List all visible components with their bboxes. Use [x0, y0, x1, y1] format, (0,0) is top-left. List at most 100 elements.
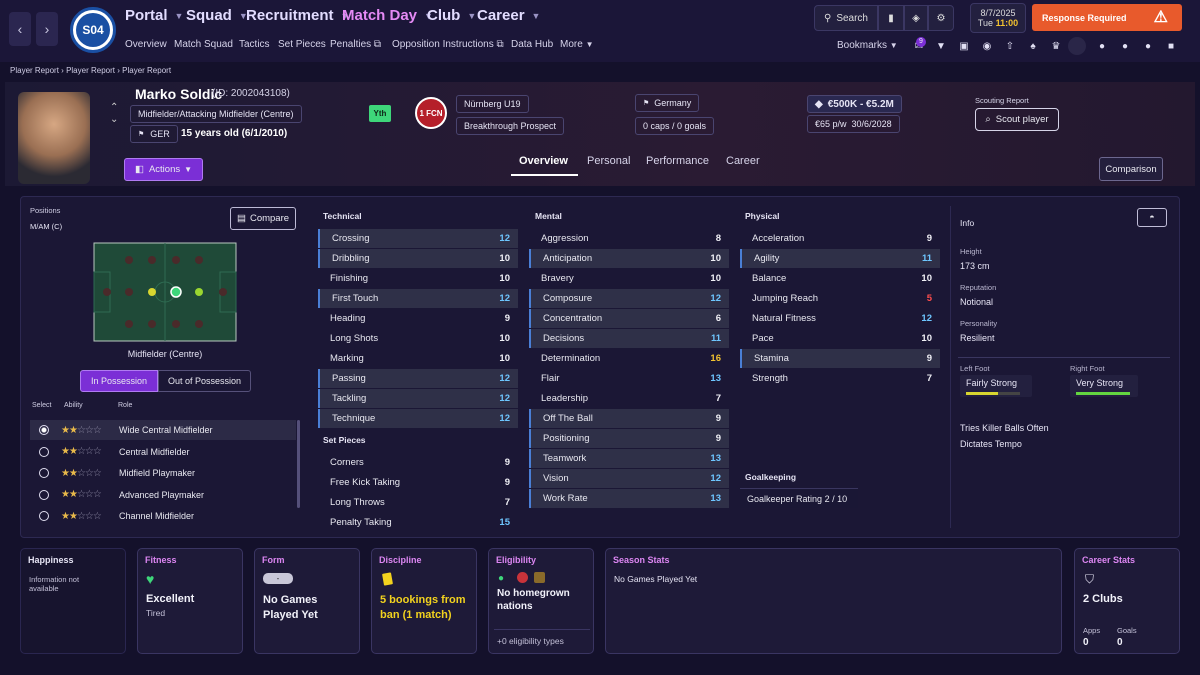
bookmark-club3-icon[interactable]: ● [1144, 41, 1152, 52]
attribute-row[interactable]: Natural Fitness 12 [740, 309, 940, 328]
bookmark-phone-icon[interactable]: ▣ [959, 41, 969, 52]
back-button[interactable]: ‹ [9, 12, 31, 46]
attribute-row[interactable]: Work Rate 13 [529, 489, 729, 508]
breadcrumb-item[interactable]: Player Report [66, 66, 115, 75]
attribute-row[interactable]: Balance 10 [740, 269, 940, 288]
actions-button[interactable]: ◧ Actions ▼ [124, 158, 203, 181]
player-nationality[interactable]: ⚑ Germany [635, 94, 700, 112]
attribute-row[interactable]: Crossing 12 [318, 229, 518, 248]
bookmark-button[interactable]: ▮ [878, 5, 904, 31]
search-button[interactable]: ⚲ Search [814, 5, 878, 31]
attribute-row[interactable]: Bravery 10 [529, 269, 729, 288]
nav-recruitment[interactable]: Recruitment ▼ [246, 7, 349, 24]
role-row[interactable]: ★★☆☆☆ Channel Midfielder [30, 506, 296, 526]
subnav-match-squad[interactable]: Match Squad [174, 39, 233, 50]
role-row[interactable]: ★★☆☆☆ Wide Central Midfielder [30, 420, 296, 440]
attribute-row[interactable]: Flair 13 [529, 369, 729, 388]
attribute-row[interactable]: First Touch 12 [318, 289, 518, 308]
bookmark-shirt-icon[interactable]: ▼ [936, 41, 946, 52]
discipline-card[interactable]: Discipline 5 bookings from ban (1 match) [371, 548, 477, 654]
attribute-row[interactable]: Tackling 12 [318, 389, 518, 408]
nav-squad[interactable]: Squad ▼ [186, 7, 248, 24]
attribute-row[interactable]: Corners 9 [318, 453, 518, 472]
attribute-row[interactable]: Strength 7 [740, 369, 940, 388]
happiness-card[interactable]: Happiness Information not available [20, 548, 126, 654]
radio-unselected[interactable] [39, 446, 49, 457]
radio-unselected[interactable] [39, 468, 49, 478]
form-card[interactable]: Form - No Games Played Yet [254, 548, 360, 654]
prev-player-icon[interactable]: ⌃ [110, 102, 119, 113]
attribute-row[interactable]: Penalty Taking 15 [318, 513, 518, 532]
tab-overview[interactable]: Overview [519, 155, 568, 167]
role-row[interactable]: ★★☆☆☆ Midfield Playmaker [30, 463, 296, 483]
bookmark-avatar-icon[interactable] [1068, 37, 1086, 55]
subnav-opposition-instructions[interactable]: Opposition Instructions ⧉ [392, 39, 504, 50]
attribute-row[interactable]: Jumping Reach 5 [740, 289, 940, 308]
info-person-button[interactable]: ◓ [1137, 208, 1167, 227]
tab-personal[interactable]: Personal [587, 155, 631, 167]
tab-performance[interactable]: Performance [646, 155, 709, 167]
attribute-row[interactable]: Determination 16 [529, 349, 729, 368]
bookmark-shield-icon[interactable]: ■ [1167, 41, 1175, 52]
bookmark-club-icon[interactable]: ● [1098, 41, 1106, 52]
radio-unselected[interactable] [39, 489, 49, 500]
season-stats-card[interactable]: Season Stats No Games Played Yet [605, 548, 1062, 654]
club-badge[interactable]: 1 FCN [415, 97, 447, 129]
attribute-row[interactable]: Leadership 7 [529, 389, 729, 408]
bookmark-club2-icon[interactable]: ● [1121, 41, 1129, 52]
nav-career[interactable]: Career ▼ [477, 7, 540, 24]
attribute-row[interactable]: Passing 12 [318, 369, 518, 388]
scout-player-button[interactable]: ⌕ Scout player [975, 108, 1059, 131]
nav-portal[interactable]: Portal ▼ [125, 7, 183, 24]
subnav-set-pieces[interactable]: Set Pieces [278, 39, 326, 50]
attribute-row[interactable]: Off The Ball 9 [529, 409, 729, 428]
role-row[interactable]: ★★☆☆☆ Central Midfielder [30, 442, 296, 462]
in-possession-toggle[interactable]: In Possession [80, 370, 158, 392]
bookmark-ball-icon[interactable]: ◉ [982, 41, 992, 52]
attribute-row[interactable]: Free Kick Taking 9 [318, 473, 518, 492]
bookmark-trophy-icon[interactable]: ♛ [1051, 41, 1061, 52]
attribute-row[interactable]: Positioning 9 [529, 429, 729, 448]
attribute-row[interactable]: Anticipation 10 [529, 249, 729, 268]
response-required-button[interactable]: Response Required ⚠ [1032, 4, 1182, 31]
attribute-row[interactable]: Composure 12 [529, 289, 729, 308]
breadcrumb-item[interactable]: Player Report [10, 66, 59, 75]
subnav-more[interactable]: More ▼ [560, 39, 594, 50]
radio-selected[interactable] [39, 425, 49, 435]
kit-button[interactable]: ◈ [904, 5, 928, 31]
subnav-penalties[interactable]: Penalties ⧉ [330, 39, 381, 50]
attribute-row[interactable]: Marking 10 [318, 349, 518, 368]
comparison-button[interactable]: Comparison [1099, 157, 1163, 181]
attribute-row[interactable]: Vision 12 [529, 469, 729, 488]
club-logo[interactable]: S04 [70, 7, 116, 53]
attribute-row[interactable]: Long Throws 7 [318, 493, 518, 512]
subnav-overview[interactable]: Overview [125, 39, 167, 50]
attribute-row[interactable]: Stamina 9 [740, 349, 940, 368]
player-club[interactable]: Nürnberg U19 [456, 95, 529, 113]
attribute-row[interactable]: Pace 10 [740, 329, 940, 348]
bookmarks-menu[interactable]: Bookmarks ▼ [837, 40, 898, 51]
attribute-row[interactable]: Concentration 6 [529, 309, 729, 328]
nav-club[interactable]: Club ▼ [427, 7, 476, 24]
next-player-icon[interactable]: ⌄ [110, 114, 119, 125]
out-of-possession-toggle[interactable]: Out of Possession [158, 370, 251, 392]
date-widget[interactable]: 8/7/2025 Tue 11:00 [970, 3, 1026, 33]
attribute-row[interactable]: Dribbling 10 [318, 249, 518, 268]
attribute-row[interactable]: Finishing 10 [318, 269, 518, 288]
attribute-row[interactable]: Teamwork 13 [529, 449, 729, 468]
attribute-row[interactable]: Agility 11 [740, 249, 940, 268]
eligibility-card[interactable]: Eligibility ● No homegrown nations +0 el… [488, 548, 594, 654]
bookmark-upload-icon[interactable]: ⇧ [1005, 41, 1015, 52]
attribute-row[interactable]: Long Shots 10 [318, 329, 518, 348]
role-row[interactable]: ★★☆☆☆ Advanced Playmaker [30, 485, 296, 505]
bookmark-bell-icon[interactable]: ♠ [1030, 41, 1036, 52]
nav-match-day[interactable]: Match Day ▼ [342, 7, 433, 24]
tab-career[interactable]: Career [726, 155, 760, 167]
attribute-row[interactable]: Aggression 8 [529, 229, 729, 248]
subnav-tactics[interactable]: Tactics [239, 39, 270, 50]
forward-button[interactable]: › [36, 12, 58, 46]
attribute-row[interactable]: Decisions 11 [529, 329, 729, 348]
fitness-card[interactable]: Fitness ♥ Excellent Tired [137, 548, 243, 654]
compare-button[interactable]: ▤ Compare [230, 207, 296, 230]
radio-unselected[interactable] [39, 511, 49, 521]
